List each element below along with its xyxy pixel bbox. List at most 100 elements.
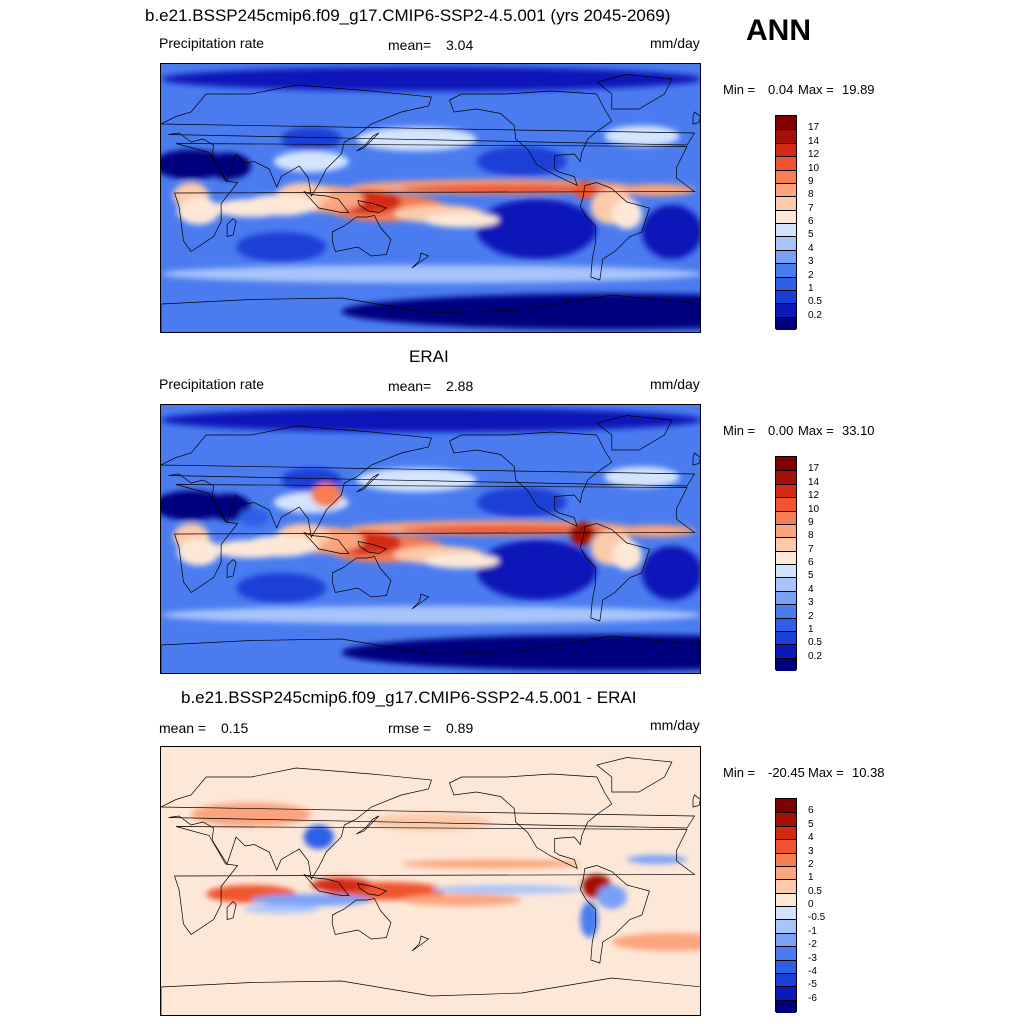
colorbar-swatch [776,276,796,290]
colorbar-swatch [776,919,796,933]
coastline [161,425,696,538]
precip-contour [476,487,567,518]
colorbar-swatch [776,865,796,880]
precip-contour [161,606,700,624]
precip-contour [611,933,700,951]
colorbar-swatch [776,116,796,130]
panel-1-title: b.e21.BSSP245cmip6.f09_g17.CMIP6-SSP2-4.… [145,6,671,25]
panel-3-map [160,746,701,1016]
colorbar-tick-label: -6 [808,992,817,1004]
colorbar-swatch [776,209,796,223]
panel-3-mean-value: 0.15 [221,720,249,736]
colorbar-tick-label: 4 [808,583,814,595]
colorbar-swatch [776,799,796,813]
coastline [449,773,613,870]
coastline [331,898,392,940]
panel-2-max-value: 33.10 [842,423,875,438]
colorbar-tick-label: 14 [808,135,820,147]
coastline [692,452,700,466]
panel-1-mean-value: 3.04 [446,37,474,53]
colorbar-swatch [776,537,796,551]
colorbar-tick-label: 0.5 [808,885,822,897]
colorbar-tick-label: 6 [808,805,814,817]
coastline [356,132,380,152]
colorbar-tick-label: 1 [808,872,814,884]
colorbar-swatch [776,972,796,987]
colorbar-swatch [776,236,796,250]
precip-contour [596,885,627,909]
colorbar-tick-label: 1 [808,282,814,294]
colorbar-swatch [776,657,796,671]
colorbar-tick-label: 3 [808,845,814,857]
coastline [161,635,700,673]
colorbar-swatch [776,999,796,1013]
colorbar-tick-label: 0.2 [808,650,822,662]
precip-contour [580,901,599,938]
coastline [174,143,696,252]
colorbar-swatch [776,483,796,498]
colorbar-tick-label: 14 [808,476,820,488]
precip-contour [311,483,342,507]
panel-3-colorbar [775,798,797,1013]
colorbar-swatch [776,182,796,197]
panel-1-units: mm/day [650,35,700,51]
precip-contour [206,152,252,180]
coastline [161,767,696,880]
precip-contour [401,894,522,906]
precip-contour [604,125,680,147]
colorbar-swatch [776,223,796,237]
precip-field [191,802,700,951]
colorbar-tick-label: 12 [808,490,820,502]
coastline [579,182,650,281]
precip-contour [371,813,492,831]
coastline [692,794,700,808]
panel-3-mean-label: mean = [159,720,207,736]
colorbar-tick-label: -2 [808,939,817,951]
colorbar-tick-label: -4 [808,965,817,977]
colorbar-tick-label: 5 [808,229,814,241]
colorbar-swatch [776,932,796,947]
colorbar-swatch [776,156,796,170]
colorbar-swatch [776,169,796,183]
precip-contour [611,540,642,570]
precip-contour [303,825,334,849]
colorbar-tick-label: -5 [808,979,817,991]
coastline [411,252,430,269]
panel-1-min-label: Min = [723,82,756,97]
coastline [174,826,696,935]
coastline [357,200,388,213]
precip-contour [401,859,582,869]
colorbar-swatch [776,564,796,578]
coastline [161,84,696,197]
panel-3-rmse-value: 0.89 [446,720,474,736]
colorbar-tick-label: 6 [808,216,814,227]
panel-1-max-label: Max = [798,82,834,97]
precip-contour [236,573,327,603]
coastline [411,593,430,610]
colorbar-tick-label: 8 [808,530,814,542]
colorbar-swatch [776,497,796,511]
panel-2-colorbar [775,456,797,671]
colorbar-swatch [776,604,796,618]
precip-contour [273,151,349,172]
panel-1-map [160,63,701,333]
panel-2-variable-label: Precipitation rate [159,376,265,392]
panel-3-rmse-label: rmse = [388,720,432,736]
precip-contour [213,540,289,558]
panel-1-max-value: 19.89 [842,82,875,97]
precip-contour [431,885,582,894]
panel-2-max-label: Max = [798,423,834,438]
panel-1-min-value: 0.04 [768,82,794,97]
precip-contour [401,525,612,534]
precip-contour [177,197,220,225]
colorbar-swatch [776,263,796,277]
colorbar-swatch [776,577,796,591]
panel-2-min-label: Min = [723,423,756,438]
precip-contour [619,184,695,196]
colorbar-swatch [776,906,796,920]
coastline [303,874,350,896]
coastline [174,484,696,593]
precip-contour [569,522,594,546]
coastline [596,757,673,793]
panel-1-variable-label: Precipitation rate [159,35,265,51]
